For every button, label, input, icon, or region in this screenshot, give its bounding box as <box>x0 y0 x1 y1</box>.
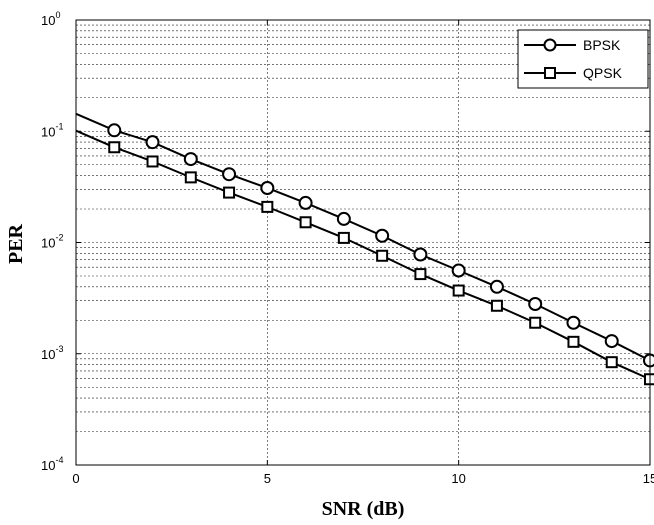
data-point-qpsk <box>567 335 580 348</box>
data-point-bpsk <box>566 315 581 330</box>
axis-ticks: 0 5 10 15 100 10-1 10-2 10-3 10-4 <box>41 10 654 486</box>
x-axis-title: SNR (dB) <box>322 498 405 520</box>
y-tick-label: 100 <box>41 10 60 28</box>
data-point-bpsk <box>298 195 313 210</box>
series-bpsk <box>75 112 654 368</box>
data-point-bpsk <box>107 123 122 138</box>
data-point-qpsk <box>184 171 197 184</box>
series-line-qpsk <box>75 129 651 381</box>
y-tick-label: 10-2 <box>41 233 63 251</box>
y-axis-title: PER <box>5 223 27 264</box>
data-point-bpsk <box>375 228 390 243</box>
legend-label-qpsk: QPSK <box>583 65 623 81</box>
series-line-bpsk <box>75 112 651 362</box>
series-qpsk <box>75 129 654 386</box>
data-point-bpsk <box>413 247 428 262</box>
x-tick-label: 5 <box>264 471 271 486</box>
data-point-bpsk <box>183 152 198 167</box>
y-tick-label: 10-4 <box>41 455 63 473</box>
legend-marker-bpsk <box>543 38 557 52</box>
data-point-qpsk <box>414 268 427 281</box>
legend-label-bpsk: BPSK <box>583 37 621 53</box>
data-point-bpsk <box>489 279 504 294</box>
data-point-bpsk <box>604 334 619 349</box>
data-point-qpsk <box>376 249 389 262</box>
data-point-bpsk <box>260 180 275 195</box>
data-point-qpsk <box>108 141 121 154</box>
data-point-bpsk <box>643 353 654 368</box>
plot-series <box>75 112 654 386</box>
data-point-qpsk <box>529 316 542 329</box>
x-tick-label: 15 <box>643 471 654 486</box>
data-point-qpsk <box>261 200 274 213</box>
data-point-qpsk <box>223 186 236 199</box>
data-point-bpsk <box>336 211 351 226</box>
data-point-bpsk <box>145 135 160 150</box>
y-tick-label: 10-1 <box>41 121 63 139</box>
data-point-bpsk <box>222 167 237 182</box>
data-point-qpsk <box>337 231 350 244</box>
data-point-qpsk <box>146 155 159 168</box>
data-point-qpsk <box>452 284 465 297</box>
legend: BPSK QPSK <box>517 29 649 89</box>
data-point-bpsk <box>528 297 543 312</box>
data-point-bpsk <box>451 263 466 278</box>
data-point-qpsk <box>490 299 503 312</box>
data-point-qpsk <box>605 356 618 369</box>
legend-box <box>517 29 649 89</box>
legend-marker-qpsk <box>544 67 556 79</box>
x-tick-label: 0 <box>72 471 79 486</box>
data-point-qpsk <box>299 216 312 229</box>
x-tick-label: 10 <box>451 471 465 486</box>
y-tick-label: 10-3 <box>41 344 63 362</box>
